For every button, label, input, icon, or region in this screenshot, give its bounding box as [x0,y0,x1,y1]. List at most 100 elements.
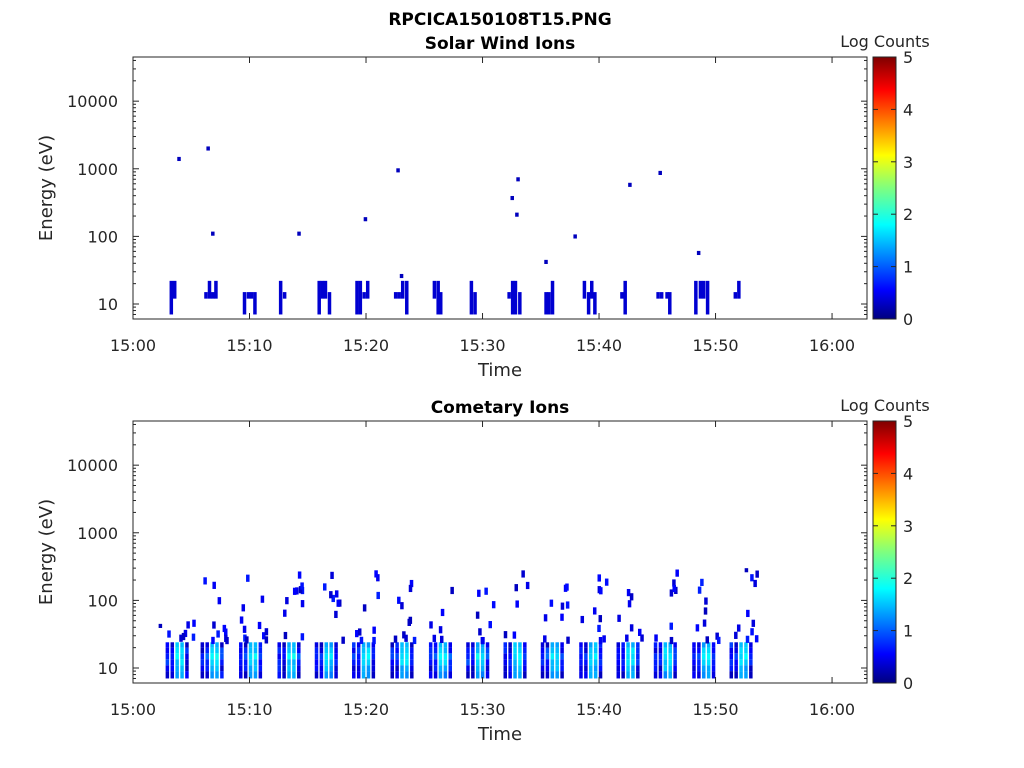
heatmap-cell [180,665,184,672]
heatmap-scatter [477,589,481,597]
heatmap-cell [508,671,512,679]
heatmap-scatter [604,578,609,586]
heatmap-cell [215,653,219,660]
y-tick-label: 100 [87,227,118,246]
heatmap-point [515,212,519,217]
heatmap-cell [165,653,170,660]
heatmap-cell [540,647,545,654]
heatmap-cell [744,647,748,654]
heatmap-cell [545,659,550,666]
heatmap-cell [475,671,480,679]
heatmap-cell [734,642,738,648]
heatmap-cell [734,671,738,679]
heatmap-scatter [491,601,496,609]
heatmap-cell [258,659,263,666]
heatmap-cell [165,671,170,679]
heatmap-scatter [703,607,708,615]
heatmap-cell [253,292,257,315]
heatmap-cell [692,653,696,660]
heatmap-cell [744,653,748,660]
heatmap-cell [282,671,286,679]
heatmap-cell [518,653,522,660]
heatmap-scatter [675,569,679,577]
heatmap-cell [165,647,170,654]
heatmap-cell [656,292,660,299]
heatmap-scatter [359,636,364,644]
heatmap-cell [475,665,480,672]
panel2-x-ticks: 15:00 15:10 15:20 15:30 15:40 15:50 16:00 [110,421,855,719]
heatmap-cell [480,642,485,648]
heatmap-cell [471,653,475,660]
heatmap-cell [428,671,433,679]
heatmap-cell [663,653,668,660]
heatmap-cell [220,653,224,660]
heatmap-cell [390,653,394,660]
heatmap-cell [523,659,527,666]
heatmap-scatter [440,608,445,617]
heatmap-cell [475,659,480,666]
heatmap-cell [361,665,366,672]
heatmap-cell [555,671,559,679]
heatmap-cell [277,642,281,648]
heatmap-cell [668,647,672,654]
heatmap-scatter [697,586,702,594]
heatmap-scatter [372,636,376,645]
panel-solar-wind: Solar Wind Ions Log Counts 15:00 15:10 15:… [36,32,930,381]
heatmap-cell [598,671,603,679]
heatmap-cell [443,671,448,679]
heatmap-cell [579,653,583,660]
heatmap-cell [636,647,640,654]
heatmap-cell [390,647,394,654]
heatmap-cell [352,653,356,660]
heatmap-cell [258,665,263,672]
heatmap-scatter [404,634,408,642]
y-tick-label: 100 [87,591,118,610]
heatmap-scatter [355,629,359,638]
heatmap-cell [518,292,522,315]
heatmap-cell [749,653,753,660]
x-tick-label: 15:30 [459,700,505,719]
heatmap-scatter [393,635,398,643]
heatmap-cell [287,653,291,660]
heatmap-cell [584,671,588,679]
heatmap-scatter [580,615,585,624]
heatmap-scatter [599,587,603,595]
heatmap-cell [545,642,550,648]
heatmap-cell [510,280,515,315]
heatmap-cell [729,665,734,672]
heatmap-cell [631,642,635,648]
heatmap-cell [395,653,399,660]
heatmap-scatter [216,630,220,638]
heatmap-cell [626,671,630,679]
heatmap-cell [749,671,753,679]
heatmap-cell [200,647,205,654]
heatmap-scatter [629,624,634,632]
panel1-x-ticks: 15:00 15:10 15:20 15:30 15:40 15:50 16:00 [110,57,855,355]
heatmap-scatter [212,621,216,629]
heatmap-cell [410,653,414,660]
heatmap-cell [555,653,559,660]
heatmap-cell [692,659,696,666]
heatmap-scatter [597,624,601,633]
heatmap-scatter [736,624,741,632]
heatmap-cell [560,647,564,654]
heatmap-cell [579,647,583,654]
panel1-y-ticks: 10 100 1000 10000 [67,59,867,320]
heatmap-cell [243,647,248,654]
heatmap-cell [210,642,214,648]
heatmap-cell [448,665,453,672]
heatmap-cell [297,642,301,648]
colorbar-tick-label: 1 [903,258,913,277]
heatmap-cell [248,642,253,648]
heatmap-cell [248,659,253,666]
heatmap-point [297,231,301,236]
heatmap-cell [170,659,175,666]
heatmap-cell [480,665,485,672]
heatmap-cell [584,665,588,672]
heatmap-cell [248,653,253,660]
heatmap-cell [739,642,743,648]
heatmap-cell [547,292,551,315]
heatmap-scatter [450,586,454,595]
heatmap-cell [200,671,205,679]
heatmap-cell [697,659,701,666]
